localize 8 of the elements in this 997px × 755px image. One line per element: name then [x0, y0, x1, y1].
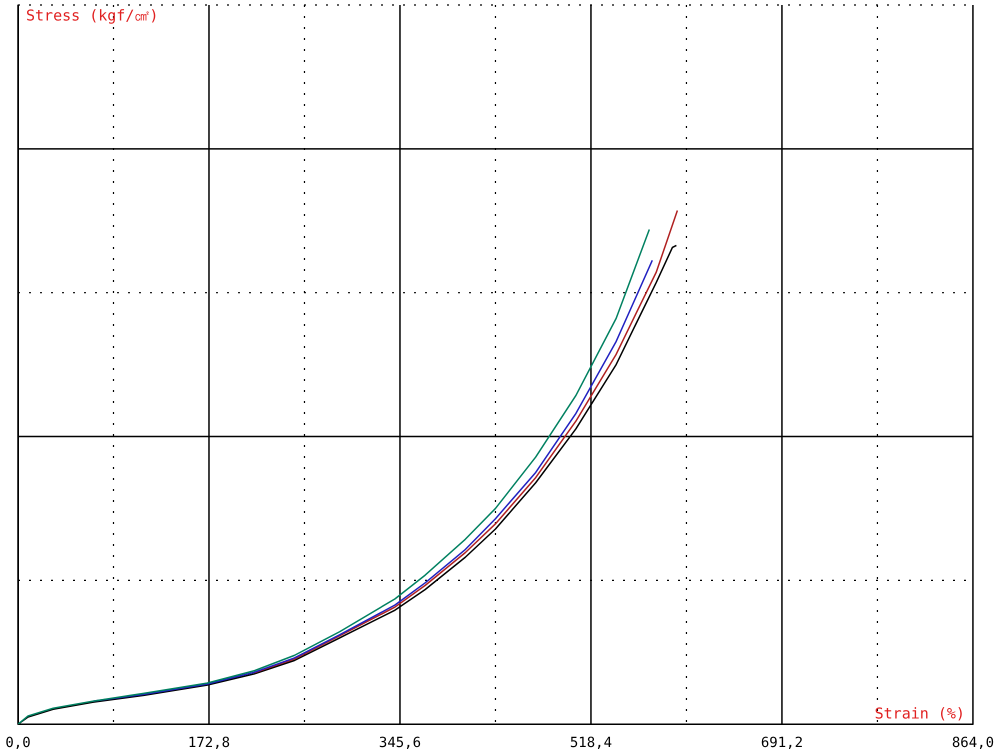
x-tick-label: 518,4	[570, 735, 612, 752]
x-tick-label: 172,8	[188, 735, 230, 752]
x-tick-label: 691,2	[760, 735, 804, 752]
x-axis-title: Strain (%)	[874, 704, 965, 723]
x-tick-label: 864,0	[952, 735, 994, 752]
text: Stress (kgf/㎠)	[26, 6, 158, 24]
x-tick-label: 345,6	[378, 735, 422, 752]
x-tick-label: 0,0	[5, 735, 31, 752]
